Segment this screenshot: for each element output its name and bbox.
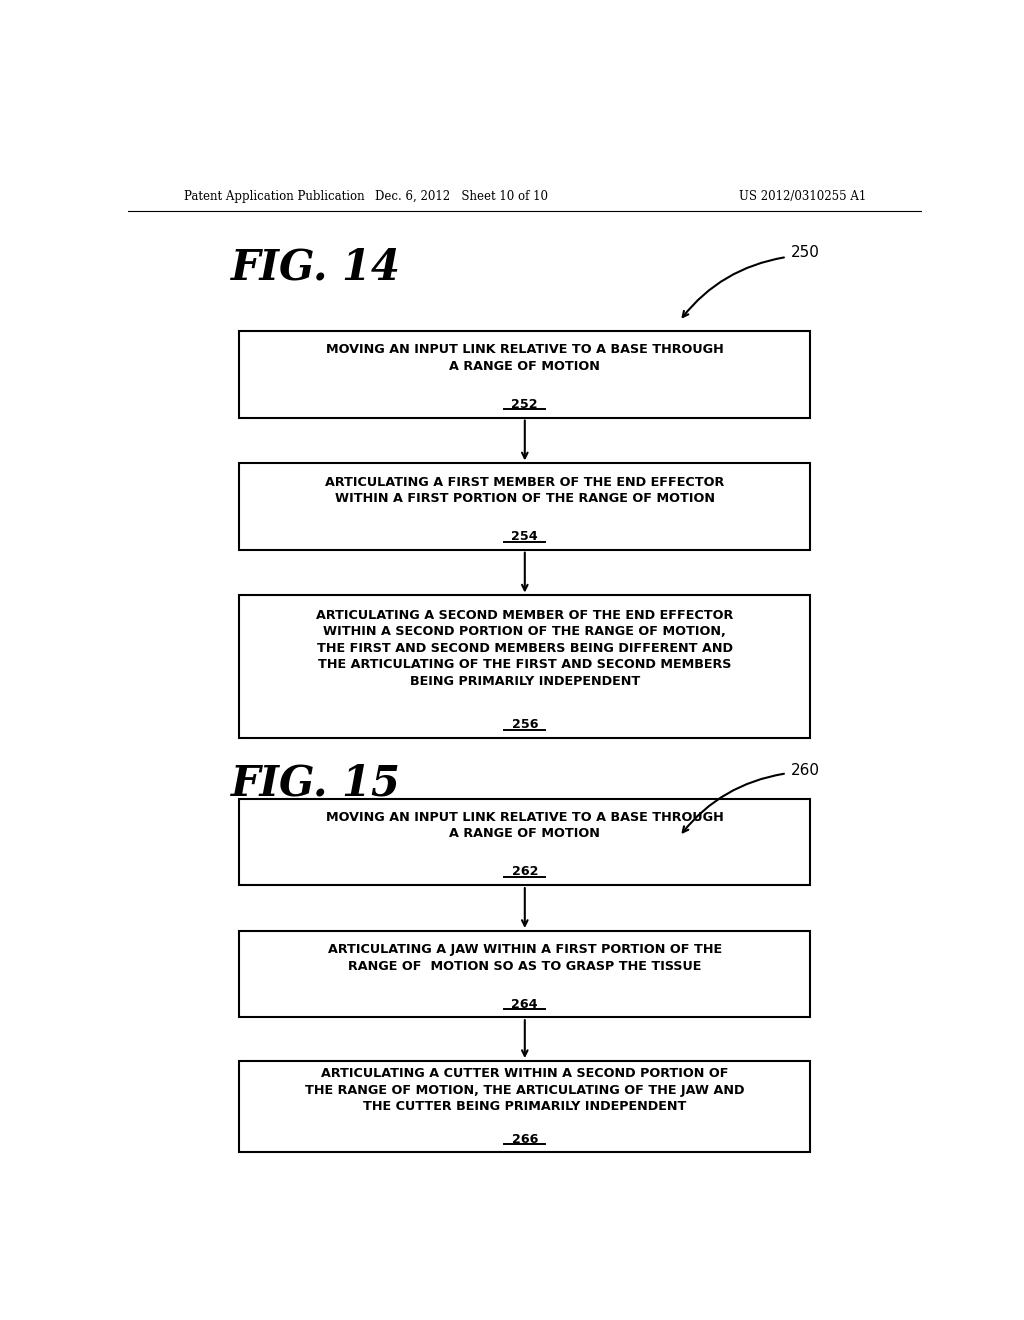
Text: FIG. 14: FIG. 14 [231, 246, 401, 288]
FancyBboxPatch shape [240, 595, 811, 738]
Text: FIG. 15: FIG. 15 [231, 763, 401, 804]
Text: ARTICULATING A FIRST MEMBER OF THE END EFFECTOR
WITHIN A FIRST PORTION OF THE RA: ARTICULATING A FIRST MEMBER OF THE END E… [326, 475, 724, 506]
FancyBboxPatch shape [240, 799, 811, 886]
Text: Patent Application Publication: Patent Application Publication [183, 190, 365, 202]
Text: 254: 254 [511, 531, 539, 543]
Text: MOVING AN INPUT LINK RELATIVE TO A BASE THROUGH
A RANGE OF MOTION: MOVING AN INPUT LINK RELATIVE TO A BASE … [326, 343, 724, 372]
Text: 262: 262 [512, 866, 538, 878]
FancyBboxPatch shape [240, 1061, 811, 1152]
Text: 264: 264 [511, 998, 539, 1011]
Text: 266: 266 [512, 1133, 538, 1146]
FancyBboxPatch shape [240, 331, 811, 417]
FancyBboxPatch shape [240, 931, 811, 1018]
Text: Dec. 6, 2012   Sheet 10 of 10: Dec. 6, 2012 Sheet 10 of 10 [375, 190, 548, 202]
Text: US 2012/0310255 A1: US 2012/0310255 A1 [738, 190, 866, 202]
FancyBboxPatch shape [240, 463, 811, 549]
Text: MOVING AN INPUT LINK RELATIVE TO A BASE THROUGH
A RANGE OF MOTION: MOVING AN INPUT LINK RELATIVE TO A BASE … [326, 810, 724, 841]
Text: ARTICULATING A CUTTER WITHIN A SECOND PORTION OF
THE RANGE OF MOTION, THE ARTICU: ARTICULATING A CUTTER WITHIN A SECOND PO… [305, 1068, 744, 1114]
Text: 260: 260 [791, 763, 819, 777]
Text: 256: 256 [512, 718, 538, 731]
Text: 250: 250 [791, 246, 819, 260]
Text: ARTICULATING A SECOND MEMBER OF THE END EFFECTOR
WITHIN A SECOND PORTION OF THE : ARTICULATING A SECOND MEMBER OF THE END … [316, 609, 733, 688]
Text: ARTICULATING A JAW WITHIN A FIRST PORTION OF THE
RANGE OF  MOTION SO AS TO GRASP: ARTICULATING A JAW WITHIN A FIRST PORTIO… [328, 942, 722, 973]
Text: 252: 252 [511, 397, 539, 411]
